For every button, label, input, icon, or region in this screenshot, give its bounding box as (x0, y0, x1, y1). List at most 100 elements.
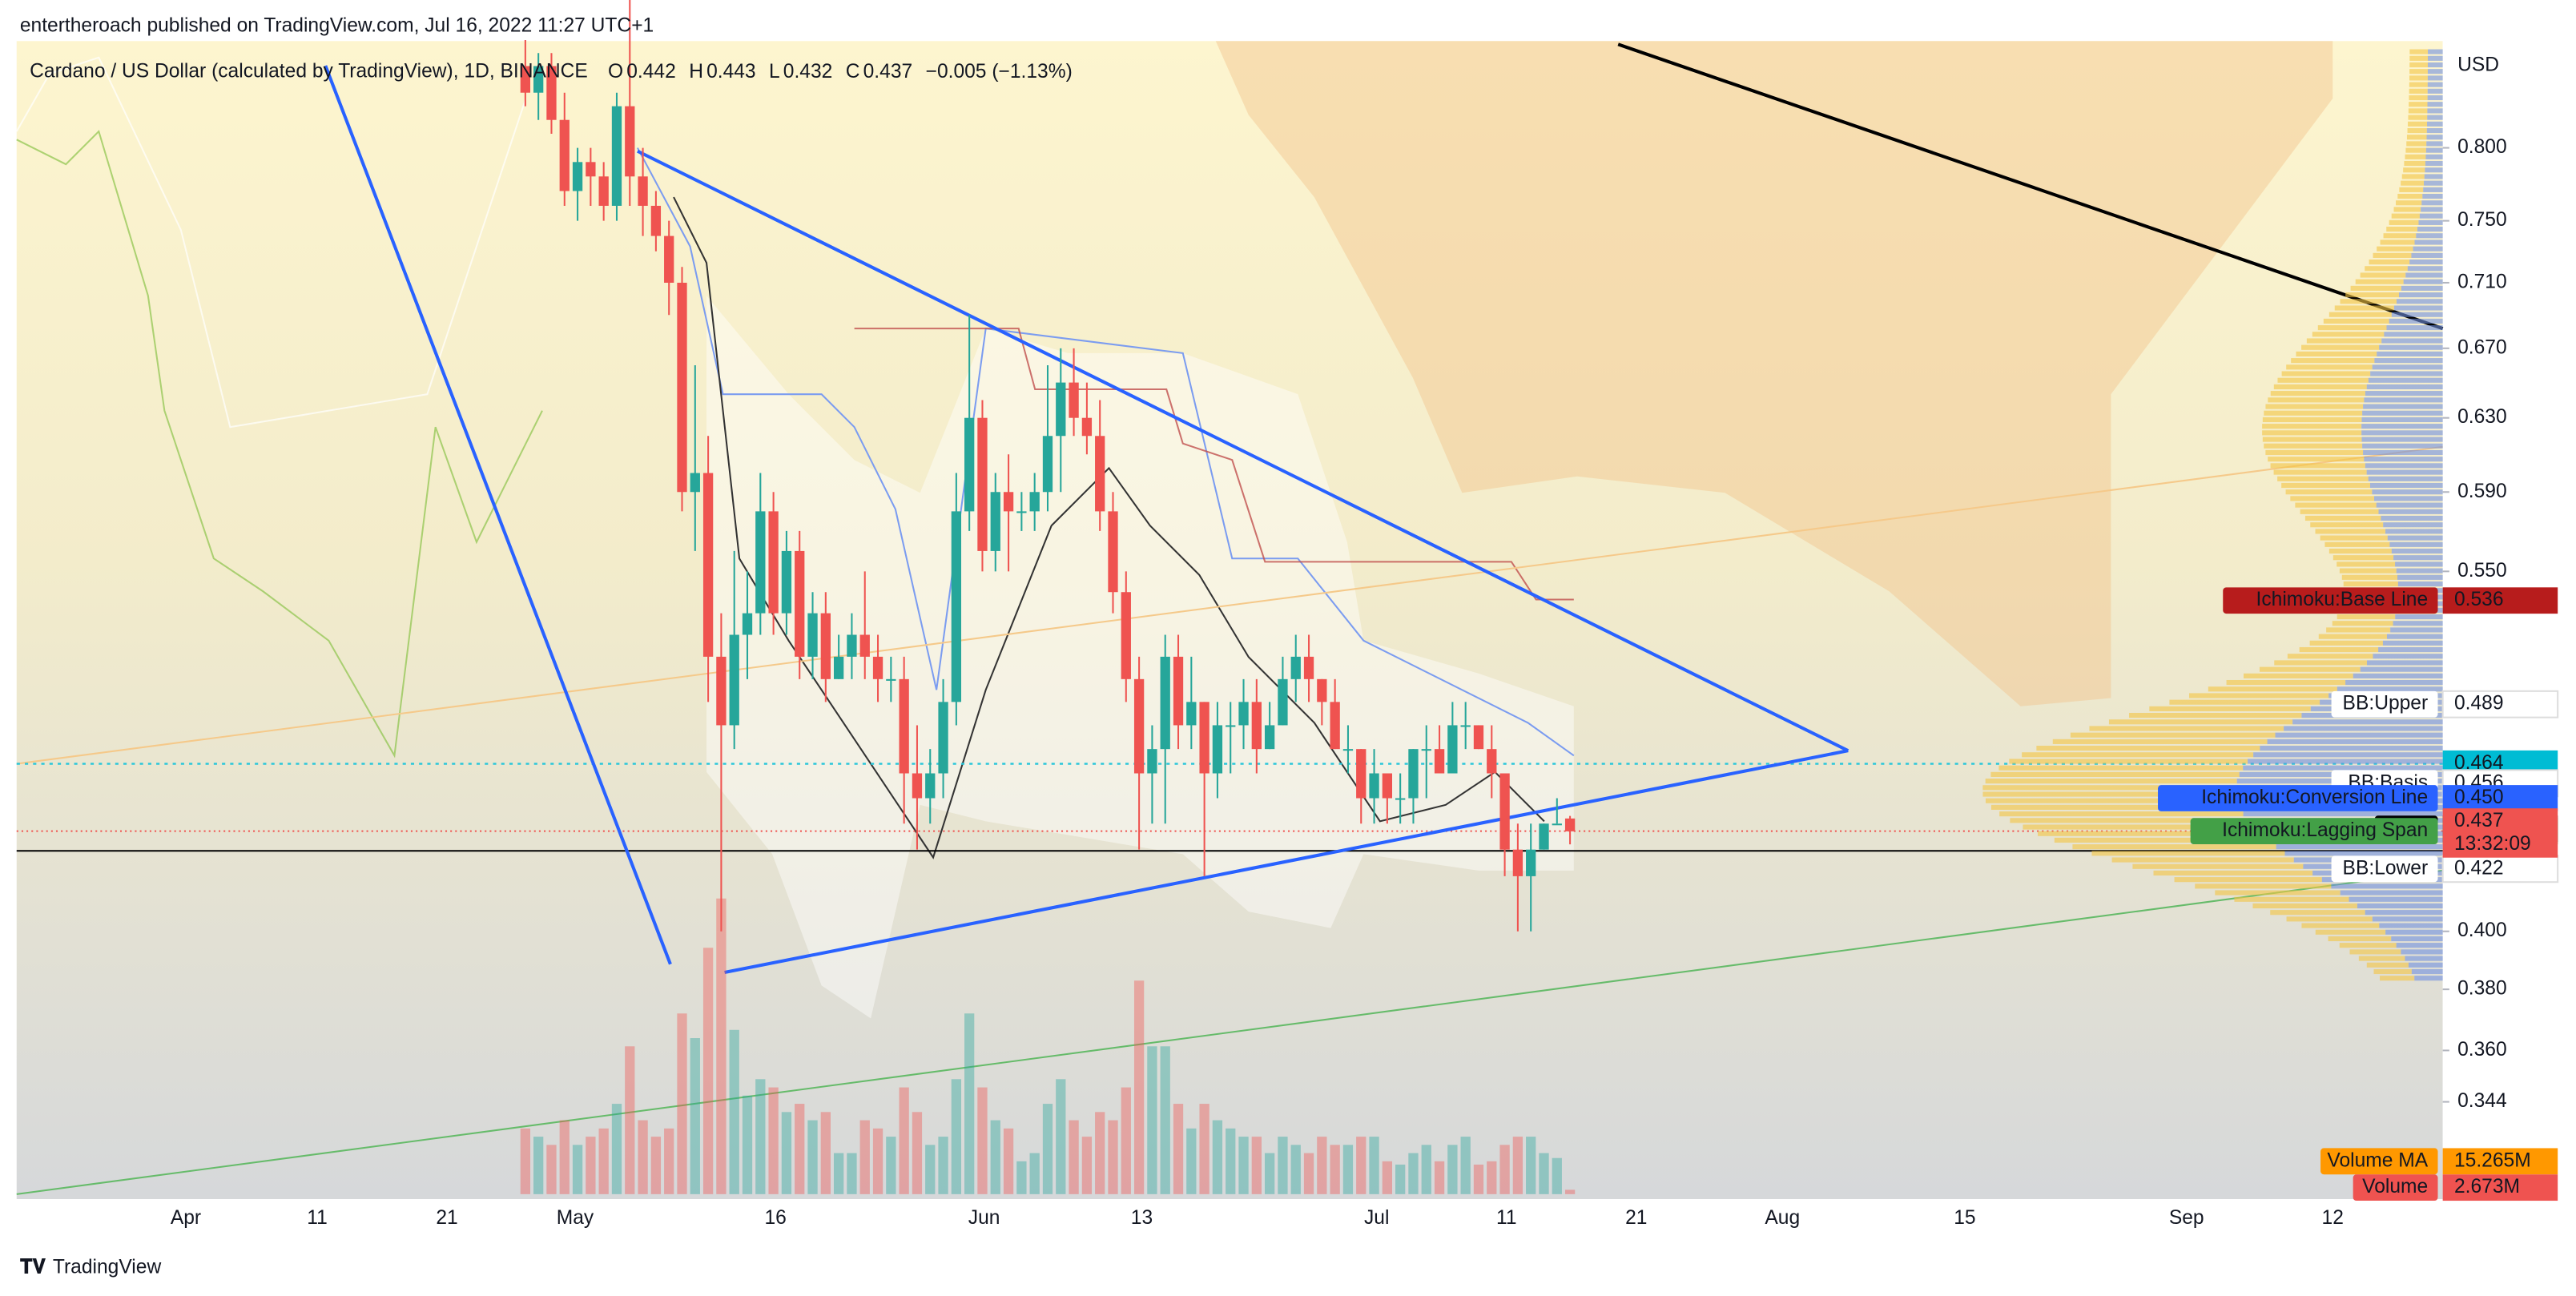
volume-bar (1108, 1120, 1118, 1194)
profile-bar (2421, 200, 2443, 206)
profile-bar (2401, 949, 2443, 955)
candle-body (886, 678, 896, 681)
profile-bar (2405, 154, 2426, 159)
volume-bar (1382, 1161, 1393, 1194)
volume-bar (1251, 1137, 1262, 1194)
candle-body (1042, 436, 1053, 493)
profile-bar (2234, 896, 2349, 902)
profile-bar (2393, 555, 2443, 561)
volume-bar (1499, 1145, 1510, 1194)
profile-bar (2391, 312, 2443, 317)
profile-bar (2274, 660, 2367, 666)
profile-bar (2417, 226, 2443, 232)
candle-body (1290, 656, 1301, 679)
profile-bar (2360, 666, 2443, 672)
profile-bar (2389, 318, 2443, 324)
profile-bar (2409, 49, 2429, 54)
profile-bar (2284, 851, 2443, 856)
profile-bar (2427, 69, 2443, 74)
profile-bar (2368, 377, 2443, 383)
tag-name: BB:Upper (2343, 693, 2429, 714)
profile-bar (2345, 292, 2399, 298)
profile-bar (2360, 272, 2406, 278)
profile-bar (2265, 404, 2364, 409)
profile-bar (2381, 515, 2443, 521)
profile-bar (2409, 102, 2428, 107)
candle-body (742, 613, 753, 635)
price-tag-label: 0.422 (2454, 857, 2504, 879)
profile-bar (2427, 75, 2443, 81)
tag-name: Ichimoku:Lagging Span (2222, 819, 2428, 841)
volume-bar (768, 1087, 779, 1194)
tag-name-bg (2353, 1174, 2438, 1201)
x-tick-label: 13 (1131, 1207, 1153, 1229)
profile-bar (2290, 496, 2375, 501)
volume-tag (2442, 1174, 2558, 1201)
candle-body (1186, 702, 1197, 726)
profile-bar (2407, 127, 2427, 134)
volume-bar (1342, 1145, 1354, 1194)
profile-bar (2382, 640, 2443, 646)
profile-bar (2208, 686, 2337, 692)
volume-bar (690, 1038, 700, 1194)
profile-bar (1998, 765, 2244, 771)
profile-bar (2340, 299, 2397, 304)
profile-bar (2401, 174, 2425, 179)
profile-bar (2408, 121, 2428, 127)
volume-bar (586, 1137, 596, 1194)
volume-bar (1526, 1137, 1536, 1194)
volume-bar (1160, 1046, 1170, 1194)
candle-body (755, 511, 766, 614)
profile-bar (2365, 266, 2408, 272)
volume-bar (872, 1128, 883, 1194)
ohlc-key: C (846, 61, 860, 83)
profile-bar (2391, 548, 2443, 554)
candle-body (1421, 749, 1431, 751)
profile-bar (2372, 916, 2443, 922)
volume-bars (520, 898, 1576, 1194)
profile-bar (1986, 798, 2237, 803)
profile-bar (2262, 417, 2362, 423)
candle-body (1069, 382, 1079, 418)
profile-bar (2306, 338, 2382, 344)
profile-bar (2273, 469, 2367, 475)
candle-body (1226, 725, 1236, 727)
profile-bar (2408, 108, 2428, 114)
x-tick-label: 21 (1625, 1207, 1647, 1229)
profile-bar (1982, 785, 2236, 791)
profile-bar (2427, 102, 2443, 107)
profile-bar (2427, 121, 2443, 127)
ichimoku-cloud (1215, 41, 2333, 706)
candle-body (925, 773, 936, 799)
tag-name-bg (2331, 690, 2438, 718)
profile-bar (2397, 581, 2443, 587)
profile-bar (2426, 141, 2443, 147)
profile-bar (2009, 759, 2248, 764)
volume-bar (1264, 1153, 1275, 1194)
profile-bar (2404, 160, 2425, 167)
profile-bar (2426, 135, 2443, 140)
tag-name-bg (2331, 855, 2438, 883)
profile-bar (2296, 351, 2377, 357)
volume-bar (716, 898, 727, 1194)
tag-name: Volume MA (2327, 1149, 2428, 1171)
candle-body (990, 492, 1000, 551)
profile-bar (2253, 752, 2443, 758)
bollinger-band (706, 296, 1574, 1019)
profile-bar (2189, 693, 2329, 698)
volume-bar (702, 948, 714, 1194)
x-tick-label: 21 (436, 1207, 457, 1229)
profile-bar (2427, 115, 2443, 120)
profile-bar (2010, 818, 2248, 823)
ohlc-change: −0.005 (−1.13%) (926, 61, 1073, 83)
volume-bar (781, 1112, 792, 1194)
volume-bar (1121, 1087, 1131, 1194)
profile-bar (2401, 180, 2425, 186)
profile-bar (2406, 141, 2427, 147)
volume-bar (886, 1137, 896, 1194)
candle-body (1434, 749, 1445, 774)
price-tag (2441, 690, 2559, 718)
profile-bar (2427, 82, 2443, 87)
profile-bar (2132, 863, 2304, 869)
